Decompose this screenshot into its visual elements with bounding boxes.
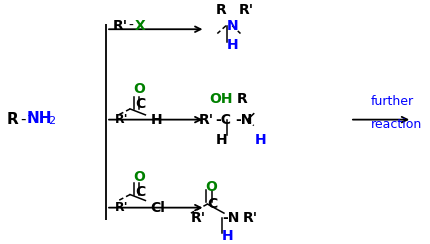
Text: ¨: ¨ bbox=[27, 115, 32, 125]
Text: H: H bbox=[254, 133, 266, 147]
Text: X: X bbox=[135, 19, 145, 33]
Text: O: O bbox=[133, 170, 144, 184]
Text: R': R' bbox=[199, 113, 214, 127]
Text: O: O bbox=[205, 180, 217, 194]
Text: R: R bbox=[215, 3, 226, 17]
Text: O: O bbox=[133, 82, 144, 96]
Text: H: H bbox=[150, 113, 162, 127]
Text: reaction: reaction bbox=[370, 118, 421, 131]
Text: N: N bbox=[226, 19, 238, 33]
Text: Cl: Cl bbox=[150, 201, 165, 215]
Text: R': R' bbox=[112, 19, 127, 33]
Text: H: H bbox=[226, 38, 238, 52]
Text: H: H bbox=[221, 229, 233, 243]
Text: H: H bbox=[215, 133, 227, 147]
Text: C: C bbox=[135, 97, 145, 111]
Text: R': R' bbox=[114, 113, 128, 126]
Text: R: R bbox=[7, 112, 18, 127]
Text: R: R bbox=[237, 92, 247, 106]
Text: R': R' bbox=[190, 211, 206, 225]
Text: C: C bbox=[207, 197, 217, 211]
Text: R': R' bbox=[242, 211, 257, 225]
Text: -C: -C bbox=[215, 113, 231, 127]
Text: R': R' bbox=[114, 201, 128, 214]
Text: NH: NH bbox=[27, 112, 52, 126]
Text: C: C bbox=[135, 185, 145, 199]
Text: OH: OH bbox=[209, 92, 233, 106]
Text: further: further bbox=[370, 95, 413, 108]
Text: 2: 2 bbox=[48, 116, 55, 126]
Text: -N: -N bbox=[235, 113, 252, 127]
Text: R': R' bbox=[238, 3, 253, 17]
Text: -: - bbox=[21, 112, 26, 127]
Text: -: - bbox=[129, 19, 133, 33]
Text: -N: -N bbox=[221, 211, 239, 225]
